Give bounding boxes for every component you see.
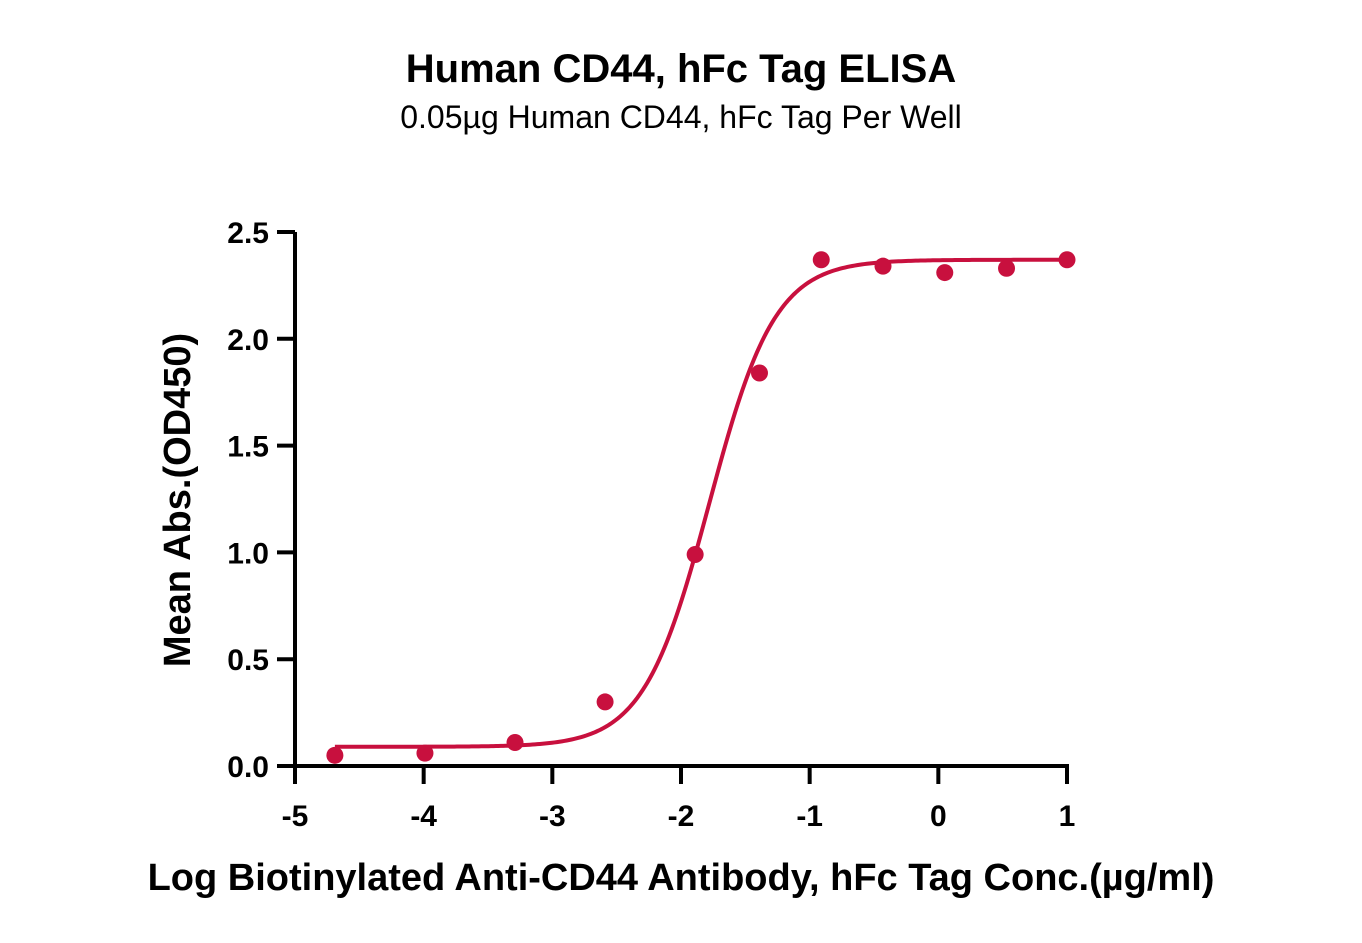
- data-point: [596, 693, 614, 711]
- data-point: [812, 251, 830, 269]
- data-point: [326, 746, 344, 764]
- x-axis-label: Log Biotinylated Anti-CD44 Antibody, hFc…: [148, 857, 1215, 899]
- x-tick-label: -1: [796, 800, 823, 833]
- x-tick-label: 1: [1059, 800, 1076, 833]
- y-tick-label: 1.0: [227, 537, 269, 570]
- data-point: [506, 734, 524, 752]
- data-point: [874, 257, 892, 275]
- y-tick-label: 0.0: [227, 751, 269, 784]
- data-point: [416, 744, 434, 762]
- x-tick-label: -3: [539, 800, 566, 833]
- y-tick-label: 1.5: [227, 431, 269, 464]
- y-tick-label: 2.5: [227, 217, 269, 250]
- data-point: [750, 364, 768, 382]
- data-point: [998, 259, 1016, 277]
- x-tick-label: -2: [668, 800, 695, 833]
- x-tick-label: 0: [930, 800, 947, 833]
- data-point: [936, 264, 954, 282]
- y-axis-label: Mean Abs.(OD450): [157, 333, 199, 667]
- chart-title: Human CD44, hFc Tag ELISA: [406, 47, 956, 91]
- y-ticks: 0.0 0.5 1.0 1.5 2.0 2.5: [227, 217, 295, 784]
- chart-subtitle: 0.05µg Human CD44, hFc Tag Per Well: [400, 99, 962, 135]
- x-tick-label: -5: [282, 800, 309, 833]
- fit-curve: [334, 257, 1067, 749]
- x-tick-label: -4: [410, 800, 437, 833]
- y-tick-label: 2.0: [227, 324, 269, 357]
- data-point: [686, 546, 704, 564]
- data-point: [1058, 251, 1076, 269]
- x-ticks: -5 -4 -3 -2 -1 0 1: [282, 766, 1076, 833]
- data-points: [326, 251, 1076, 764]
- axes: 0.0 0.5 1.0 1.5 2.0 2.5 -5 -4 -3 -2 -1 0 1: [227, 217, 1075, 833]
- y-tick-label: 0.5: [227, 644, 269, 677]
